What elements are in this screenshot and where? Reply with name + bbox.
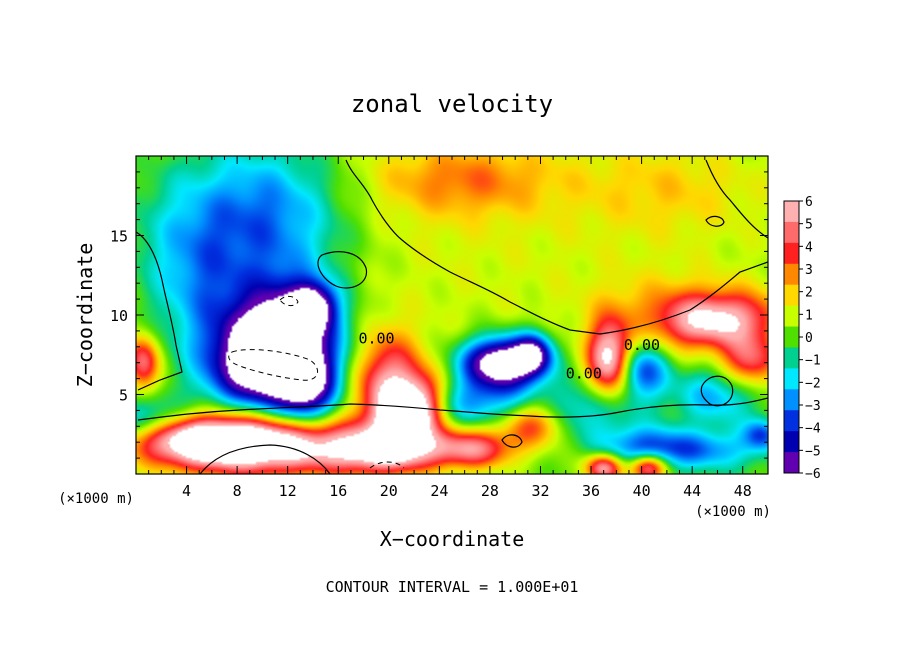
colorbar-label: 1 <box>805 308 813 323</box>
contour-label: 0.00 <box>624 336 660 354</box>
y-tick-label: 15 <box>110 228 128 246</box>
colorbar-swatch <box>784 221 799 244</box>
x-tick-label: 28 <box>481 482 499 500</box>
x-unit-left: (×1000 m) <box>58 491 134 507</box>
contour-label: 0.00 <box>358 330 394 348</box>
zero-contour-right <box>705 159 768 239</box>
dashed-contour-3 <box>369 461 405 469</box>
x-tick-label: 44 <box>683 482 701 500</box>
colorbar: 6 5 4 3 2 1 0 −1 −2 −3 −4 −5 −6 <box>783 195 821 482</box>
x-tick-label: 8 <box>233 482 242 500</box>
zero-contour-lower <box>137 397 768 421</box>
zero-contour-upper <box>136 231 183 391</box>
colorbar-swatch <box>784 389 799 411</box>
colorbar-label: −6 <box>805 467 821 482</box>
contour-labels: 0.00 0.00 0.00 <box>358 330 660 383</box>
colorbar-swatch <box>784 263 799 286</box>
velocity-field-image <box>136 156 768 474</box>
contour-lines <box>136 159 768 474</box>
x-axis-label: X−coordinate <box>380 527 525 551</box>
colorbar-swatch <box>784 242 799 265</box>
zero-contour-middle <box>345 159 768 335</box>
contour-label: 0.00 <box>566 365 602 383</box>
x-unit-right: (×1000 m) <box>695 504 771 520</box>
colorbar-label: −1 <box>805 354 821 369</box>
x-tick-label: 36 <box>582 482 600 500</box>
x-tick-label: 16 <box>329 482 347 500</box>
colorbar-swatch <box>784 368 799 390</box>
x-tick-label: 40 <box>633 482 651 500</box>
heatmap-field <box>136 156 768 474</box>
colorbar-swatch <box>784 431 799 453</box>
contour-low-1 <box>199 444 331 474</box>
y-axis-label: Z−coordinate <box>73 243 97 388</box>
colorbar-label: −2 <box>805 376 821 391</box>
dashed-contour-2 <box>279 295 299 307</box>
colorbar-label: −4 <box>805 422 821 437</box>
x-tick-label: 32 <box>531 482 549 500</box>
colorbar-swatch <box>784 452 799 474</box>
colorbar-label: 2 <box>805 286 813 301</box>
y-tick-label: 10 <box>110 307 128 325</box>
x-tick-label: 4 <box>182 482 191 500</box>
colorbar-label: −5 <box>805 444 821 459</box>
x-tick-label: 20 <box>380 482 398 500</box>
closed-contour-1 <box>317 251 368 289</box>
y-tick-label: 5 <box>119 387 128 405</box>
negative-contours <box>228 295 405 469</box>
colorbar-label: 0 <box>805 331 813 346</box>
x-tick-label: 24 <box>430 482 448 500</box>
colorbar-label: 4 <box>805 240 813 255</box>
colorbar-label: 5 <box>805 218 813 233</box>
colorbar-label: −3 <box>805 399 821 414</box>
colorbar-swatch <box>784 201 799 223</box>
colorbar-label: 6 <box>805 195 813 210</box>
x-tick-label: 12 <box>279 482 297 500</box>
colorbar-swatch <box>784 347 799 369</box>
chart-title: zonal velocity <box>351 90 553 118</box>
closed-contour-3 <box>705 215 725 227</box>
x-tick-label: 48 <box>734 482 752 500</box>
colorbar-swatch <box>784 410 799 432</box>
colorbar-swatch <box>784 305 799 328</box>
contour-low-2 <box>501 434 523 448</box>
closed-contour-2 <box>700 375 734 407</box>
colorbar-swatch <box>784 284 799 307</box>
colorbar-label: 3 <box>805 263 813 278</box>
contour-interval-note: CONTOUR INTERVAL = 1.000E+01 <box>326 578 579 596</box>
colorbar-swatch <box>784 326 799 348</box>
